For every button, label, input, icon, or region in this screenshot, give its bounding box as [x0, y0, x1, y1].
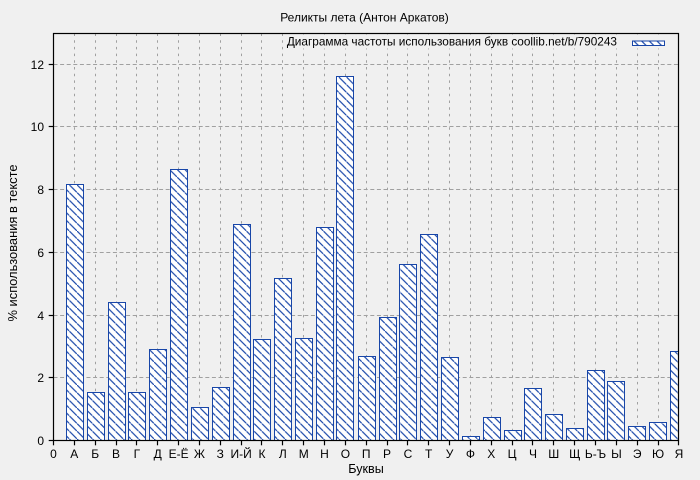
svg-text:4: 4: [37, 309, 44, 323]
svg-text:Ю: Ю: [652, 447, 664, 461]
svg-text:Ж: Ж: [194, 447, 205, 461]
svg-text:Б: Б: [91, 447, 99, 461]
svg-text:С: С: [404, 447, 413, 461]
svg-text:Ф: Ф: [466, 447, 475, 461]
svg-text:И-Й: И-Й: [230, 446, 251, 461]
svg-text:8: 8: [37, 183, 44, 197]
svg-text:А: А: [70, 447, 78, 461]
svg-text:Ы: Ы: [611, 447, 622, 461]
svg-text:П: П: [362, 447, 371, 461]
svg-text:М: М: [299, 447, 309, 461]
svg-text:Х: Х: [487, 447, 495, 461]
svg-text:Р: Р: [383, 447, 391, 461]
svg-text:К: К: [259, 447, 266, 461]
svg-text:2: 2: [37, 371, 44, 385]
svg-text:Ш: Ш: [548, 447, 559, 461]
svg-text:Ь-Ъ: Ь-Ъ: [585, 447, 606, 461]
svg-text:Н: Н: [320, 447, 329, 461]
svg-text:Ч: Ч: [529, 447, 537, 461]
svg-text:Щ: Щ: [569, 447, 580, 461]
svg-text:10: 10: [31, 120, 45, 134]
svg-text:В: В: [112, 447, 120, 461]
svg-text:12: 12: [31, 58, 45, 72]
svg-text:О: О: [341, 447, 350, 461]
svg-text:З: З: [217, 447, 224, 461]
svg-text:Я: Я: [675, 447, 684, 461]
svg-text:Диаграмма частоты использовани: Диаграмма частоты использования букв coo…: [287, 35, 618, 49]
svg-text:0: 0: [37, 434, 44, 448]
svg-text:Э: Э: [633, 447, 642, 461]
svg-text:Д: Д: [154, 447, 162, 461]
svg-text:Л: Л: [279, 447, 287, 461]
svg-text:Реликты лета (Антон Аркатов): Реликты лета (Антон Аркатов): [280, 11, 449, 25]
svg-text:У: У: [446, 447, 454, 461]
svg-text:Т: Т: [425, 447, 433, 461]
svg-text:Ц: Ц: [508, 447, 517, 461]
svg-text:% использования в тексте: % использования в тексте: [5, 165, 20, 322]
svg-text:Г: Г: [134, 447, 141, 461]
svg-text:6: 6: [37, 246, 44, 260]
svg-text:Буквы: Буквы: [348, 462, 384, 476]
svg-text:Е-Ё: Е-Ё: [169, 447, 189, 461]
svg-text:0: 0: [50, 447, 57, 461]
